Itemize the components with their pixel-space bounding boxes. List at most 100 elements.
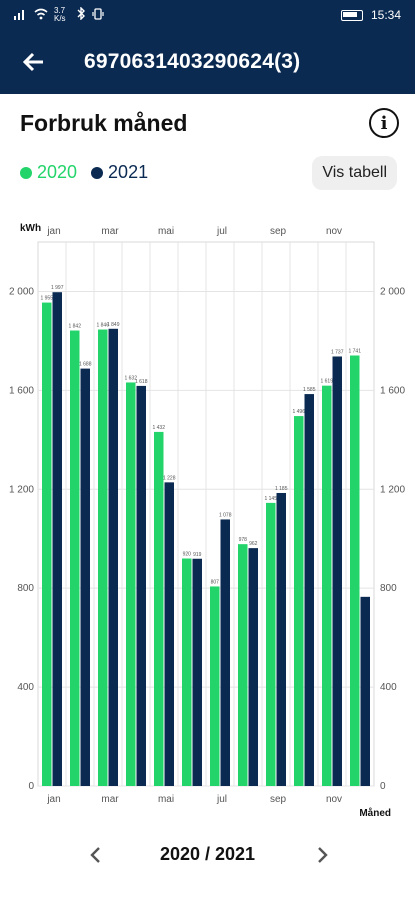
bluetooth-icon (76, 6, 86, 23)
bar-2020-feb[interactable] (70, 330, 80, 786)
back-arrow-icon[interactable] (18, 47, 48, 77)
tick-labels: 0 0 400 400 800 800 1 200 1 200 1 600 1 600 2 000 2… (9, 226, 405, 805)
bar-2020-mar[interactable] (98, 329, 108, 786)
bar-2021-mai[interactable] (164, 482, 175, 786)
bar-2020-apr[interactable] (126, 382, 136, 786)
legend-dot-2021 (91, 166, 104, 179)
legend-dot-2020 (20, 166, 32, 179)
info-icon[interactable]: i (369, 108, 399, 138)
bar-2021-jul[interactable] (220, 519, 231, 786)
bar-value-label: 1 842 (68, 324, 81, 330)
status-icons-right: 15:34 (340, 8, 401, 22)
bar-2021-feb[interactable] (80, 368, 91, 786)
vibrate-icon (92, 7, 104, 23)
bar-value-label: 1 618 (135, 379, 148, 385)
x-tick-label-top: sep (270, 226, 287, 237)
x-tick-label-bottom: jan (46, 794, 60, 805)
show-table-button[interactable]: Vis tabell (312, 156, 397, 190)
bar-2021-aug[interactable] (248, 548, 259, 786)
y-tick-label-left: 800 (17, 583, 34, 594)
bar-value-label: 1 846 (96, 323, 109, 329)
x-tick-label-bottom: mai (158, 794, 174, 805)
bars: 1 955 1 842 1 846 1 632 1 432 920 807 978 1 145 1… (40, 285, 370, 786)
wifi-icon (34, 8, 48, 23)
legend-label-2021: 2021 (108, 162, 149, 182)
legend-item-2021[interactable]: 2021 (91, 162, 148, 183)
bar-value-label: 920 (183, 552, 192, 558)
page-title: 6970631403290624(3) (84, 50, 301, 73)
x-tick-label-bottom: nov (326, 794, 342, 805)
bar-2020-des[interactable] (350, 355, 360, 786)
y-axis-unit-label: kWh (20, 223, 41, 234)
app-bar: 6970631403290624(3) (0, 30, 415, 94)
bar-value-label: 1 955 (40, 296, 53, 302)
bar-value-label: 1 849 (107, 322, 120, 328)
bar-value-label: 978 (239, 537, 248, 543)
y-tick-label-left: 0 (28, 781, 34, 792)
bar-2021-sep[interactable] (276, 492, 287, 786)
bar-value-label: 1 228 (163, 475, 176, 481)
y-tick-label-left: 1 200 (9, 484, 34, 495)
section-heading: Forbruk måned (20, 110, 188, 136)
bar-value-label: 1 632 (124, 375, 137, 381)
period-navigator: 2020 / 2021 (0, 836, 415, 876)
bar-2020-aug[interactable] (238, 544, 248, 786)
chevron-left-icon[interactable] (84, 842, 106, 868)
bar-value-label: 1 688 (79, 362, 92, 368)
chart-legend: 2020 2021 (20, 162, 148, 183)
bar-value-label: 807 (211, 579, 220, 585)
x-axis-label: Måned (359, 807, 391, 819)
bar-value-label: 1 496 (292, 409, 305, 415)
x-tick-label-top: nov (326, 226, 342, 237)
y-tick-label-right: 1 200 (380, 484, 405, 495)
bar-value-label: 1 145 (264, 496, 277, 502)
y-tick-label-right: 1 600 (380, 385, 405, 396)
bar-2021-mar[interactable] (108, 328, 119, 786)
bar-value-label: 1 078 (219, 512, 232, 518)
bar-value-label: 1 741 (348, 348, 361, 354)
bar-2020-okt[interactable] (294, 416, 304, 786)
y-tick-label-right: 400 (380, 682, 397, 693)
x-tick-label-top: jan (46, 226, 60, 237)
bar-2021-jun[interactable] (192, 558, 203, 786)
x-tick-label-bottom: mar (101, 794, 119, 805)
y-tick-label-left: 400 (17, 682, 34, 693)
bar-2020-jun[interactable] (182, 558, 192, 786)
y-tick-label-left: 2 000 (9, 286, 34, 297)
y-tick-label-right: 800 (380, 583, 397, 594)
bar-2020-nov[interactable] (322, 385, 332, 786)
bar-value-label: 1 997 (51, 285, 64, 291)
bar-2021-okt[interactable] (304, 394, 315, 786)
status-icons-left: 3.7 K/s (14, 6, 104, 23)
x-tick-label-bottom: jul (216, 794, 227, 805)
bar-value-label: 1 185 (275, 486, 288, 492)
bar-2021-jan[interactable] (52, 292, 63, 786)
bar-2020-jan[interactable] (42, 302, 52, 786)
bar-2021-apr[interactable] (136, 385, 147, 786)
bar-2020-mai[interactable] (154, 431, 164, 786)
battery-icon (340, 9, 363, 21)
x-tick-label-top: mar (101, 226, 119, 237)
bar-2020-sep[interactable] (266, 502, 276, 786)
x-tick-label-top: mai (158, 226, 174, 237)
bar-value-label: 919 (193, 552, 202, 558)
clock: 15:34 (370, 8, 401, 22)
chevron-right-icon[interactable] (312, 842, 334, 868)
x-tick-label-top: jul (216, 226, 227, 237)
status-bar: 3.7 K/s 15:34 (0, 0, 415, 30)
bar-2021-nov[interactable] (332, 356, 343, 786)
period-label: 2020 / 2021 (159, 844, 256, 864)
bar-value-label: 962 (249, 541, 258, 547)
legend-label-2020: 2020 (37, 162, 78, 182)
bar-2021-des[interactable] (360, 596, 371, 786)
network-speed: 3.7 K/s (54, 6, 66, 23)
bar-value-label: 1 619 (320, 379, 333, 385)
bar-value-label: 1 432 (152, 425, 165, 431)
bar-2020-jul[interactable] (210, 586, 220, 786)
y-tick-label-right: 2 000 (380, 286, 405, 297)
legend-item-2020[interactable]: 2020 (20, 162, 77, 183)
y-tick-label-left: 1 600 (9, 385, 34, 396)
bar-value-label: 1 737 (331, 349, 344, 355)
grid-lines (37, 241, 375, 787)
